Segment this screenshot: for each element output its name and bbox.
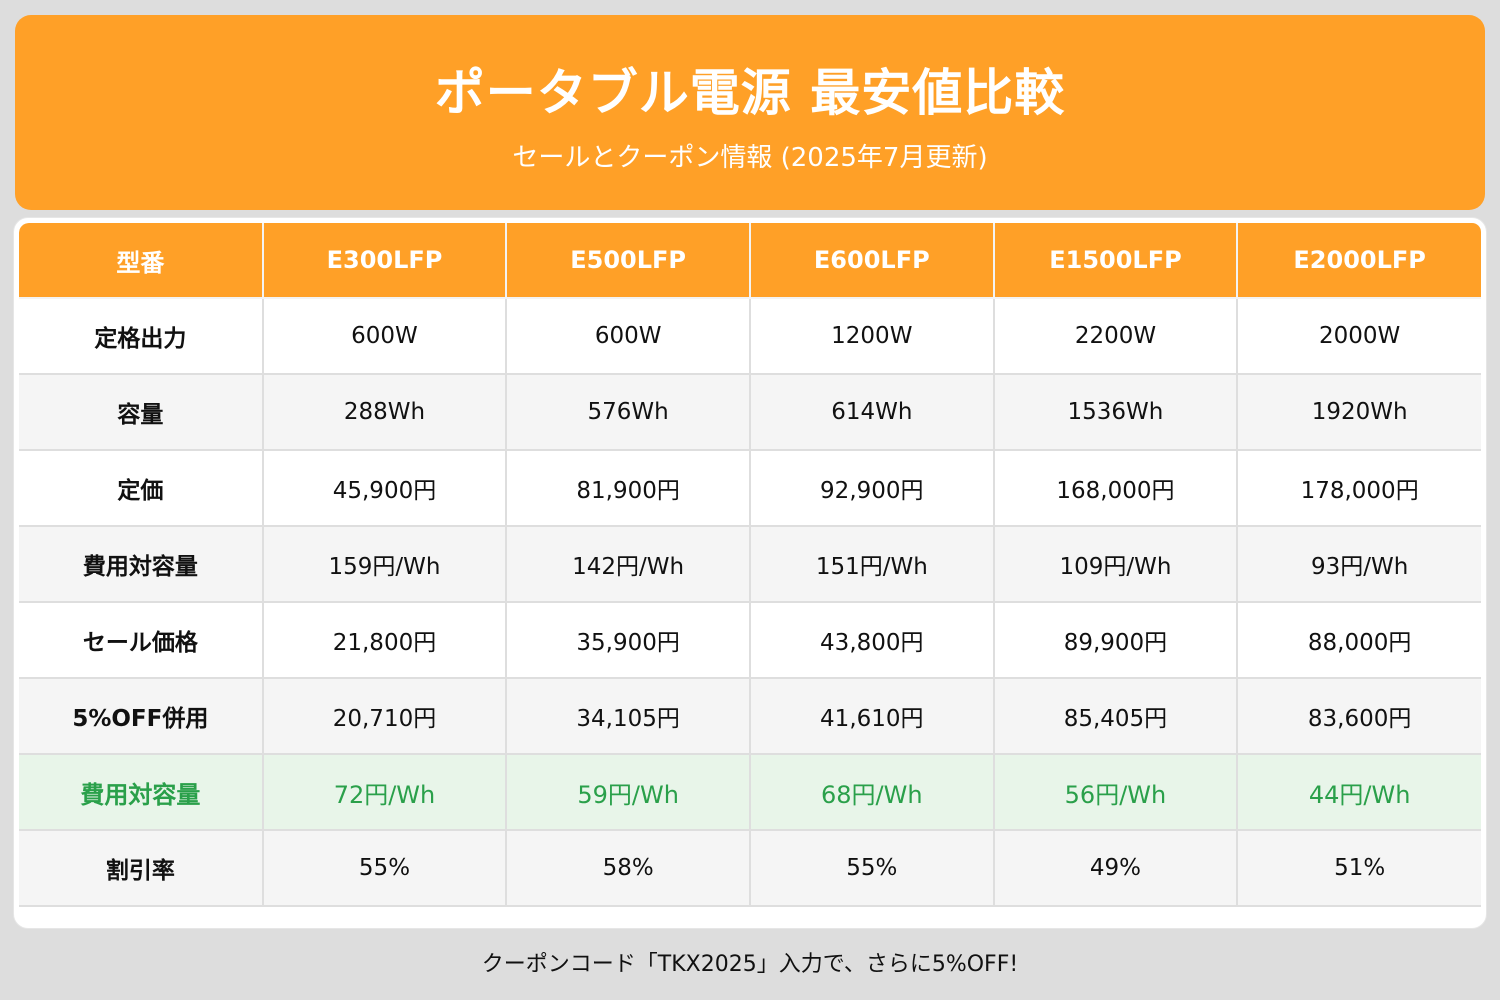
header-cell-product: E2000LFP	[1236, 223, 1481, 299]
row-label: 費用対容量	[19, 753, 264, 831]
table-row: 費用対容量 159円/Wh 142円/Wh 151円/Wh 109円/Wh 93円/Wh	[19, 525, 1481, 603]
table-cell: 2000W	[1236, 297, 1481, 375]
table-cell: 151円/Wh	[748, 525, 995, 603]
table-cell: 55%	[261, 829, 508, 907]
table-cell: 1200W	[748, 297, 995, 375]
table-cell: 159円/Wh	[261, 525, 508, 603]
table-cell: 20,710円	[261, 677, 508, 755]
table-cell: 81,900円	[505, 449, 751, 527]
table-cell: 51%	[1236, 829, 1481, 907]
table-cell: 600W	[261, 297, 508, 375]
table-row: 割引率 55% 58% 55% 49% 51%	[19, 829, 1481, 907]
row-label: 容量	[19, 373, 264, 451]
page-title: ポータブル電源 最安値比較	[434, 64, 1066, 122]
table-cell: 614Wh	[748, 373, 995, 451]
row-label: 費用対容量	[19, 525, 264, 603]
header-cell-product: E300LFP	[261, 223, 508, 299]
table-cell: 576Wh	[505, 373, 751, 451]
table-cell: 59円/Wh	[505, 753, 751, 831]
table-cell: 21,800円	[261, 601, 508, 679]
table-cell: 1920Wh	[1236, 373, 1481, 451]
table-cell: 55%	[748, 829, 995, 907]
table-cell: 88,000円	[1236, 601, 1481, 679]
table-cell: 109円/Wh	[992, 525, 1239, 603]
table-cell: 56円/Wh	[992, 753, 1239, 831]
table-cell: 168,000円	[992, 449, 1239, 527]
table-cell: 58%	[505, 829, 751, 907]
table-row: 5%OFF併用 20,710円 34,105円 41,610円 85,405円 83,60…	[19, 677, 1481, 755]
table-row: セール価格 21,800円 35,900円 43,800円 89,900円 88,000円	[19, 601, 1481, 679]
header-cell-model: 型番	[19, 223, 264, 299]
table-row-highlight: 費用対容量 72円/Wh 59円/Wh 68円/Wh 56円/Wh 44円/Wh	[19, 753, 1481, 831]
comparison-table-container: 型番 E300LFP E500LFP E600LFP E1500LFP E2000LFP …	[14, 218, 1486, 928]
row-label: 定価	[19, 449, 264, 527]
table-cell: 43,800円	[748, 601, 995, 679]
table-cell: 68円/Wh	[748, 753, 995, 831]
table-row: 定価 45,900円 81,900円 92,900円 168,000円 178,000円	[19, 449, 1481, 527]
table-cell: 92,900円	[748, 449, 995, 527]
table-cell: 600W	[505, 297, 751, 375]
header-banner: ポータブル電源 最安値比較 セールとクーポン情報 (2025年7月更新)	[15, 15, 1485, 210]
coupon-note: クーポンコード「TKX2025」入力で、さらに5%OFF!	[481, 952, 1019, 977]
table-cell: 72円/Wh	[261, 753, 508, 831]
row-label: 5%OFF併用	[19, 677, 264, 755]
table-cell: 1536Wh	[992, 373, 1239, 451]
table-cell: 45,900円	[261, 449, 508, 527]
table-cell: 85,405円	[992, 677, 1239, 755]
table-cell: 288Wh	[261, 373, 508, 451]
table-cell: 93円/Wh	[1236, 525, 1481, 603]
table-cell: 44円/Wh	[1236, 753, 1481, 831]
table-header-row: 型番 E300LFP E500LFP E600LFP E1500LFP E2000LFP	[19, 223, 1481, 299]
header-cell-product: E1500LFP	[992, 223, 1239, 299]
table-cell: 34,105円	[505, 677, 751, 755]
table-cell: 2200W	[992, 297, 1239, 375]
table-cell: 83,600円	[1236, 677, 1481, 755]
table-cell: 178,000円	[1236, 449, 1481, 527]
table-cell: 142円/Wh	[505, 525, 751, 603]
table-row: 容量 288Wh 576Wh 614Wh 1536Wh 1920Wh	[19, 373, 1481, 451]
table-cell: 41,610円	[748, 677, 995, 755]
table-row: 定格出力 600W 600W 1200W 2200W 2000W	[19, 297, 1481, 375]
row-label: 割引率	[19, 829, 264, 907]
table-cell: 35,900円	[505, 601, 751, 679]
comparison-table: 型番 E300LFP E500LFP E600LFP E1500LFP E2000LFP …	[19, 223, 1481, 907]
row-label: 定格出力	[19, 297, 264, 375]
header-cell-product: E600LFP	[748, 223, 995, 299]
row-label: セール価格	[19, 601, 264, 679]
table-cell: 49%	[992, 829, 1239, 907]
page-subtitle: セールとクーポン情報 (2025年7月更新)	[512, 143, 988, 173]
table-cell: 89,900円	[992, 601, 1239, 679]
header-cell-product: E500LFP	[505, 223, 751, 299]
